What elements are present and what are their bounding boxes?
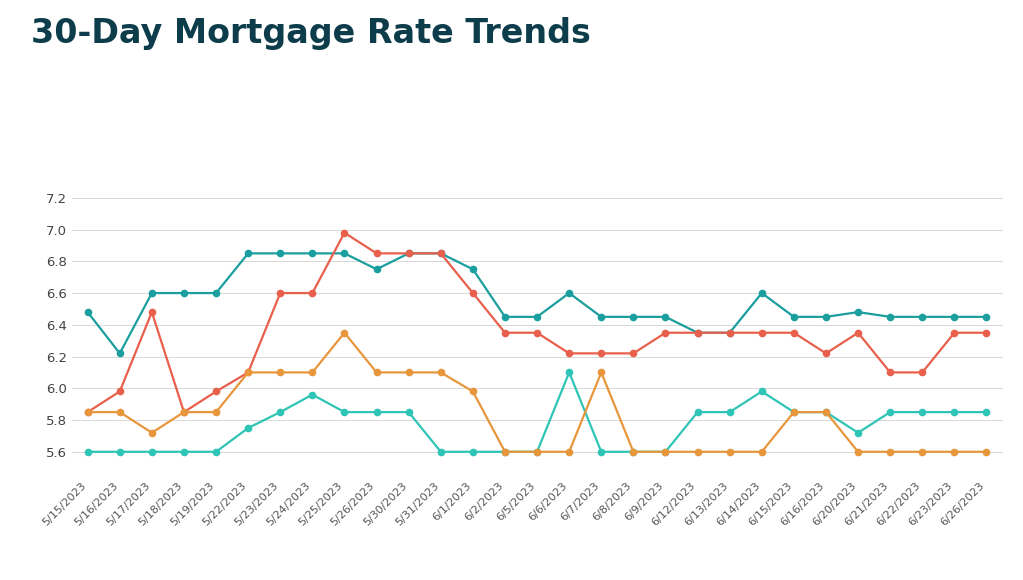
Text: 30-Day Mortgage Rate Trends: 30-Day Mortgage Rate Trends: [31, 17, 590, 50]
